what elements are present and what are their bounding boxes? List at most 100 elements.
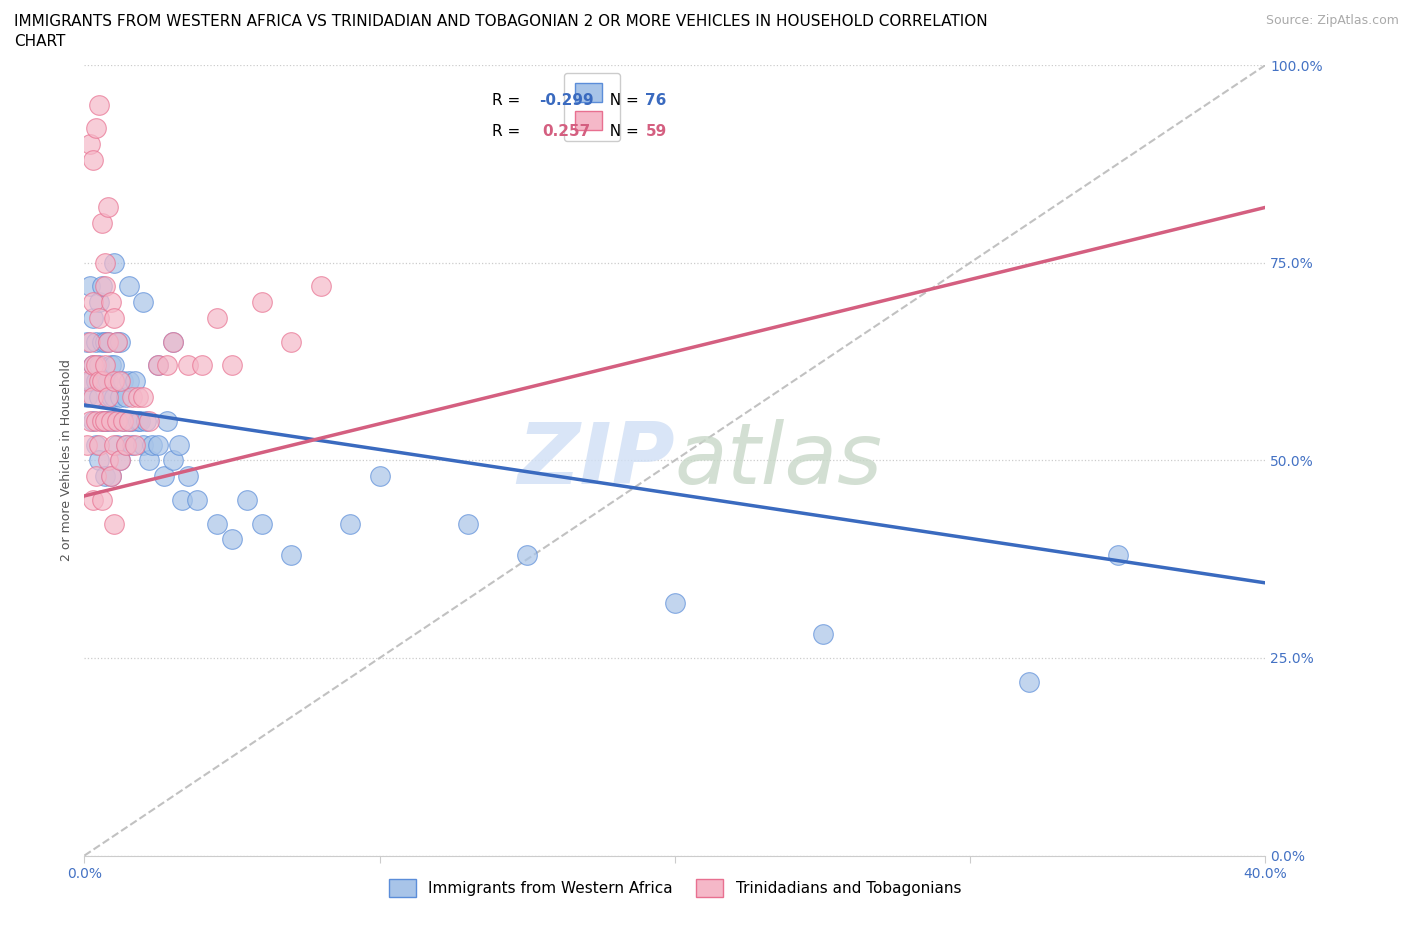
- Point: [84, 469, 107, 484]
- Point: [79, 279, 101, 294]
- Point: [1107, 548, 1129, 563]
- Point: [79, 334, 101, 349]
- Text: 76: 76: [645, 93, 666, 108]
- Text: N =: N =: [600, 124, 644, 139]
- Text: R =: R =: [492, 93, 524, 108]
- Point: [94, 255, 117, 270]
- Point: [87, 295, 111, 310]
- Point: [132, 390, 155, 405]
- Point: [97, 413, 120, 428]
- Point: [124, 374, 146, 389]
- Point: [82, 295, 104, 310]
- Point: [368, 469, 391, 484]
- Point: [103, 358, 125, 373]
- Point: [127, 390, 149, 405]
- Point: [105, 413, 128, 428]
- Text: IMMIGRANTS FROM WESTERN AFRICA VS TRINIDADIAN AND TOBAGONIAN 2 OR MORE VEHICLES : IMMIGRANTS FROM WESTERN AFRICA VS TRINID…: [14, 14, 987, 29]
- Point: [156, 413, 179, 428]
- Point: [108, 453, 131, 468]
- Text: N =: N =: [600, 93, 644, 108]
- Point: [103, 516, 125, 531]
- Point: [177, 358, 200, 373]
- Point: [87, 390, 111, 405]
- Point: [664, 595, 686, 610]
- Point: [114, 437, 136, 452]
- Point: [250, 516, 273, 531]
- Point: [103, 374, 125, 389]
- Point: [105, 437, 128, 452]
- Text: R =: R =: [492, 124, 530, 139]
- Point: [118, 279, 141, 294]
- Point: [114, 390, 136, 405]
- Point: [170, 493, 193, 508]
- Point: [207, 311, 229, 325]
- Point: [91, 374, 114, 389]
- Point: [135, 413, 157, 428]
- Point: [121, 413, 143, 428]
- Point: [191, 358, 214, 373]
- Point: [162, 334, 184, 349]
- Point: [103, 255, 125, 270]
- Point: [79, 137, 101, 152]
- Text: 0.257: 0.257: [543, 124, 591, 139]
- Point: [148, 358, 170, 373]
- Text: Source: ZipAtlas.com: Source: ZipAtlas.com: [1265, 14, 1399, 27]
- Point: [132, 295, 155, 310]
- Point: [100, 358, 122, 373]
- Point: [94, 413, 117, 428]
- Point: [108, 334, 131, 349]
- Point: [87, 98, 111, 113]
- Point: [280, 334, 302, 349]
- Point: [108, 374, 131, 389]
- Text: -0.299: -0.299: [538, 93, 593, 108]
- Point: [127, 413, 149, 428]
- Point: [516, 548, 538, 563]
- Point: [186, 493, 208, 508]
- Point: [91, 413, 114, 428]
- Point: [339, 516, 361, 531]
- Point: [103, 311, 125, 325]
- Point: [76, 390, 98, 405]
- Point: [82, 493, 104, 508]
- Point: [94, 279, 117, 294]
- Point: [82, 311, 104, 325]
- Point: [138, 453, 160, 468]
- Point: [177, 469, 200, 484]
- Point: [87, 358, 111, 373]
- Point: [221, 532, 243, 547]
- Point: [148, 437, 170, 452]
- Point: [100, 469, 122, 484]
- Point: [100, 469, 122, 484]
- Point: [97, 453, 120, 468]
- Point: [111, 374, 134, 389]
- Point: [97, 200, 120, 215]
- Point: [124, 437, 146, 452]
- Point: [84, 334, 107, 349]
- Point: [79, 374, 101, 389]
- Point: [207, 516, 229, 531]
- Point: [84, 358, 107, 373]
- Point: [105, 334, 128, 349]
- Point: [76, 334, 98, 349]
- Point: [94, 374, 117, 389]
- Point: [100, 295, 122, 310]
- Point: [105, 334, 128, 349]
- Point: [76, 437, 98, 452]
- Point: [280, 548, 302, 563]
- Point: [97, 390, 120, 405]
- Text: 59: 59: [645, 124, 666, 139]
- Point: [91, 493, 114, 508]
- Point: [94, 413, 117, 428]
- Point: [138, 413, 160, 428]
- Point: [103, 413, 125, 428]
- Point: [87, 453, 111, 468]
- Point: [82, 390, 104, 405]
- Point: [221, 358, 243, 373]
- Point: [100, 390, 122, 405]
- Point: [82, 358, 104, 373]
- Point: [84, 413, 107, 428]
- Point: [111, 413, 134, 428]
- Text: atlas: atlas: [675, 418, 883, 502]
- Point: [84, 437, 107, 452]
- Point: [162, 334, 184, 349]
